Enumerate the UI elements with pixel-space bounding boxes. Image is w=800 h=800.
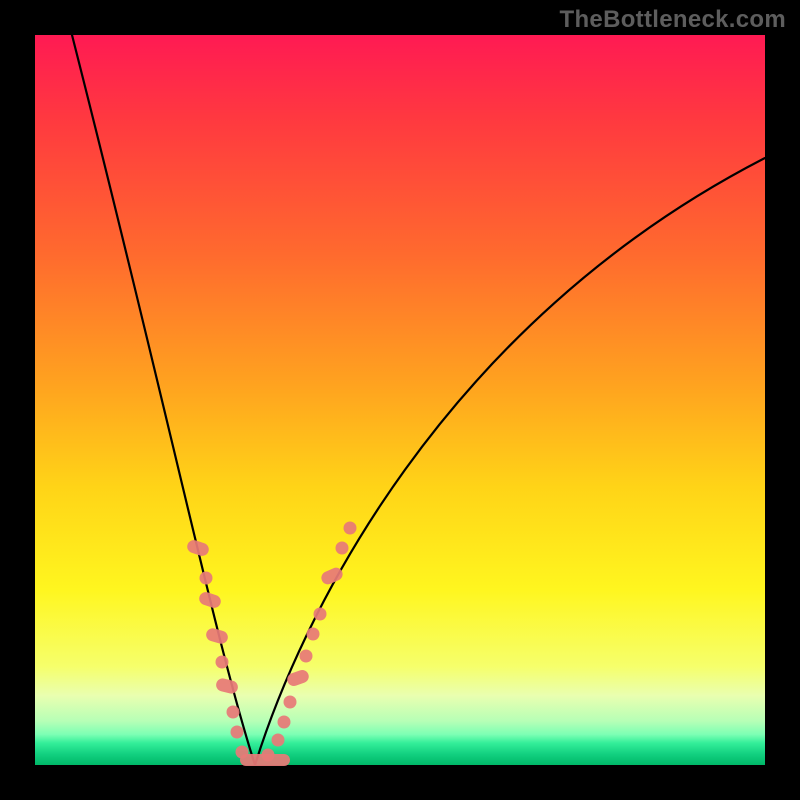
chart-canvas: TheBottleneck.com: [0, 0, 800, 800]
background-gradient: [35, 35, 765, 765]
watermark-text: TheBottleneck.com: [560, 6, 786, 34]
bottleneck-chart-svg: [0, 0, 800, 800]
